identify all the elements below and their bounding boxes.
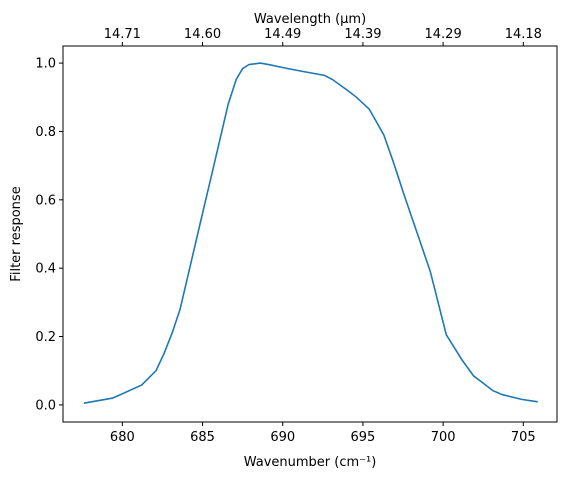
top-x-tick-label: 14.39 — [344, 27, 381, 42]
y-axis-title: Filter response — [9, 186, 24, 281]
top-x-tick-label: 14.49 — [264, 27, 301, 42]
y-tick-label: 0.8 — [35, 125, 56, 140]
top-x-tick-label: 14.71 — [104, 27, 141, 42]
x-tick-label: 695 — [351, 430, 376, 445]
y-tick-label: 0.4 — [35, 262, 56, 277]
top-x-tick-label: 14.60 — [184, 27, 221, 42]
filter-response-line — [83, 62, 538, 404]
x-axis-title: Wavenumber (cm⁻¹) — [244, 455, 377, 470]
top-x-tick-label: 14.29 — [425, 27, 462, 42]
top-x-tick-label: 14.18 — [505, 27, 542, 42]
y-tick-label: 1.0 — [35, 57, 56, 72]
top-x-axis-ticks: 14.71 14.60 14.49 14.39 14.29 14.18 — [104, 27, 542, 46]
x-tick-label: 690 — [270, 430, 295, 445]
y-axis-ticks: 0.0 0.2 0.4 0.6 0.8 1.0 — [35, 57, 63, 413]
x-tick-label: 700 — [431, 430, 456, 445]
y-tick-label: 0.2 — [35, 330, 56, 345]
plot-frame — [62, 45, 558, 423]
y-tick-label: 0.6 — [35, 193, 56, 208]
top-x-axis-title: Wavelength (μm) — [254, 12, 366, 27]
y-tick-label: 0.0 — [35, 398, 56, 413]
x-tick-label: 705 — [511, 430, 536, 445]
x-axis-ticks: 680 685 690 695 700 705 — [110, 422, 536, 445]
x-tick-label: 680 — [110, 430, 135, 445]
x-tick-label: 685 — [190, 430, 215, 445]
